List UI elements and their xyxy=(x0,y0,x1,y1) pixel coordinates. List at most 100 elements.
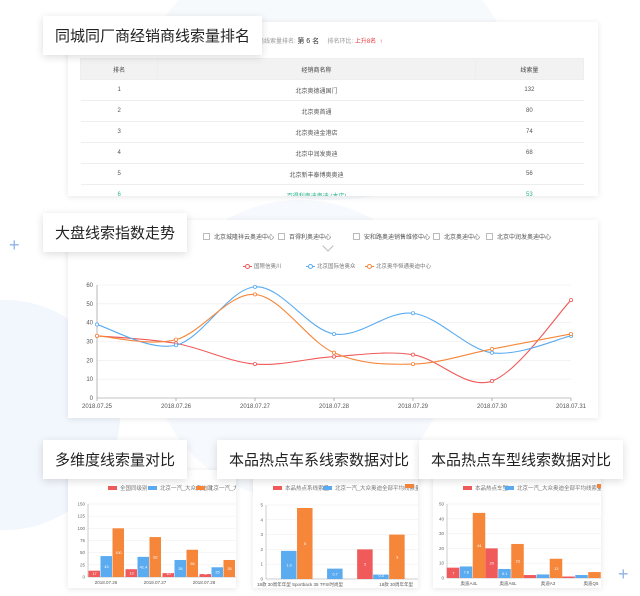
data-point[interactable] xyxy=(568,298,573,303)
data-point[interactable] xyxy=(568,331,573,336)
bar[interactable] xyxy=(281,550,297,579)
legend-item[interactable]: 北京一汽_大众 xyxy=(196,484,236,492)
data-point[interactable] xyxy=(174,343,179,348)
dealer-filter-checkbox[interactable]: 百得利奥迪中心 xyxy=(278,232,331,241)
rank-table-row[interactable]: 1 北京奥德通国门 132 xyxy=(80,79,584,101)
y-tick-label: 30 xyxy=(86,340,93,346)
bar[interactable] xyxy=(100,556,113,577)
dealer-filter-checkbox[interactable]: 北京奥迪中心 xyxy=(433,232,480,241)
data-point[interactable] xyxy=(331,350,336,355)
bar[interactable] xyxy=(112,528,125,577)
legend-item[interactable]: 国際信奥川 xyxy=(243,262,282,270)
rank-table-row[interactable]: 4 北京中润发奥迪 68 xyxy=(80,142,584,164)
bar[interactable] xyxy=(575,575,588,578)
bar[interactable] xyxy=(485,548,498,578)
bar[interactable] xyxy=(588,572,601,578)
y-tick-label: 2 xyxy=(260,547,263,552)
bar[interactable] xyxy=(297,507,313,579)
rank-table-row[interactable]: 5 北京新丰泰博奥奥迪 56 xyxy=(80,163,584,185)
dealer-filter-checkbox[interactable]: 北京中润发奥迪中心 xyxy=(486,232,551,241)
bar[interactable] xyxy=(137,556,150,577)
bar[interactable] xyxy=(373,574,389,579)
rank-table-row[interactable]: 3 北京奥迪金港店 74 xyxy=(80,121,584,143)
bar[interactable] xyxy=(211,567,224,577)
series-line-1[interactable] xyxy=(96,286,572,354)
legend-item[interactable]: 北京一汽_大众奥迪全部平均线索量 xyxy=(505,484,601,492)
checkbox-icon[interactable] xyxy=(433,233,440,240)
data-point[interactable] xyxy=(252,362,257,367)
bar[interactable] xyxy=(498,568,511,578)
data-point[interactable] xyxy=(94,322,99,327)
y-tick-label: 10 xyxy=(439,561,445,566)
y-tick-label: 150 xyxy=(77,502,85,507)
bar[interactable] xyxy=(199,574,212,577)
checkbox-icon[interactable] xyxy=(203,233,210,240)
bar[interactable] xyxy=(389,534,405,579)
legend-item[interactable] xyxy=(405,484,417,490)
bar[interactable] xyxy=(125,569,138,577)
rank-cell-count: 53 xyxy=(475,184,584,196)
data-point[interactable] xyxy=(489,379,494,384)
bar-value-label: 43 xyxy=(104,565,108,569)
data-point[interactable] xyxy=(331,354,336,359)
bar[interactable] xyxy=(536,574,550,578)
data-point[interactable] xyxy=(174,337,179,342)
legend-item[interactable]: 北京一汽_大众奥迪全部平均线索量 xyxy=(323,484,418,492)
bar[interactable] xyxy=(149,537,162,577)
bar[interactable] xyxy=(174,559,187,577)
section-title-series: 本品热点车系线索数据对比 xyxy=(217,440,422,479)
x-tick-label: 奥迪A6L xyxy=(499,580,517,587)
data-point[interactable] xyxy=(489,347,494,352)
dealer-filter-checkbox[interactable]: 安和路奥迪销售维修中心 xyxy=(353,232,430,241)
rank-table-row[interactable]: 6百得利奥迪奥迪 (本店)53 xyxy=(80,184,584,196)
rank-cell-rank: 1 xyxy=(80,79,158,101)
data-point[interactable] xyxy=(410,352,415,357)
rank-table-header: 排名 经销商名称 线索量 xyxy=(79,58,585,80)
data-point[interactable] xyxy=(252,284,257,289)
bar[interactable] xyxy=(327,568,343,579)
legend-swatch xyxy=(597,484,601,488)
data-point[interactable] xyxy=(489,350,494,355)
data-point[interactable] xyxy=(410,311,415,316)
legend-item[interactable]: 本品热点车型 xyxy=(463,484,508,492)
legend-item[interactable]: 全国同级别 xyxy=(108,484,148,492)
legend-label: 北京奥华恒通奥迪中心 xyxy=(376,264,432,270)
legend-label: 北京一汽_大众奥迪全部平均线索量 xyxy=(335,486,418,492)
data-point[interactable] xyxy=(410,362,415,367)
rank-table-row[interactable]: 2 北京奥首通 80 xyxy=(80,100,584,122)
bar[interactable] xyxy=(511,543,524,578)
rank-compare-value: 上升8名 xyxy=(354,39,377,45)
data-point[interactable] xyxy=(331,331,336,336)
rank-col-rank: 排名 xyxy=(79,58,159,80)
legend-label: 全国同级别 xyxy=(120,486,148,492)
bar-value-label: 3 xyxy=(396,555,398,559)
bar[interactable] xyxy=(223,559,236,577)
bar[interactable] xyxy=(459,566,473,578)
legend-item[interactable]: 北京国际信奥众 xyxy=(306,262,356,270)
bar[interactable] xyxy=(88,570,101,577)
dealer-filter-checkbox[interactable]: 北京城隆祥云奥迪中心 xyxy=(203,232,274,241)
bar[interactable] xyxy=(523,575,537,578)
bar[interactable] xyxy=(162,573,175,577)
legend-swatch xyxy=(405,484,414,488)
bar[interactable] xyxy=(549,558,563,578)
bar[interactable] xyxy=(446,567,460,578)
bar[interactable] xyxy=(472,512,486,578)
rank-cell-count: 132 xyxy=(475,79,584,101)
legend-swatch xyxy=(148,486,157,490)
legend-item[interactable]: 本品热点系线索量 xyxy=(273,484,329,492)
checkbox-icon[interactable] xyxy=(486,233,493,240)
bar[interactable] xyxy=(186,549,199,577)
checkbox-icon[interactable] xyxy=(278,233,285,240)
bar[interactable] xyxy=(562,576,575,578)
legend-item[interactable]: 北京一汽_大众奥迪同 xyxy=(148,484,213,492)
x-tick-label: 2018.07.28 xyxy=(193,580,216,585)
bar[interactable] xyxy=(357,549,373,579)
legend-item[interactable] xyxy=(597,484,601,490)
data-point[interactable] xyxy=(252,292,257,297)
data-point[interactable] xyxy=(94,333,99,338)
legend-swatch xyxy=(323,486,332,490)
checkbox-icon[interactable] xyxy=(353,233,360,240)
legend-item[interactable]: 北京奥华恒通奥迪中心 xyxy=(365,262,431,270)
